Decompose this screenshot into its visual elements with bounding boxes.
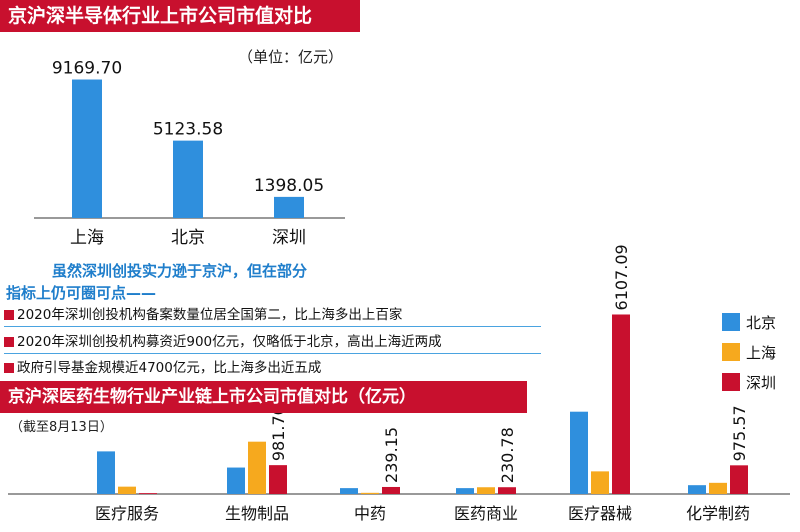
pharma-chart-title: 京沪深医药生物行业产业链上市公司市值对比（亿元） [0,381,527,413]
bar-深圳-化学制药 [730,465,748,494]
bar-深圳-生物制品 [269,465,287,494]
divider-line [4,353,541,354]
value-label: 239.15 [382,427,401,483]
category-label: 化学制药 [686,504,750,523]
legend-swatch-shenzhen [722,373,740,391]
value-label: 975.57 [730,405,749,461]
bullet-text-3: 政府引导基金规模近4700亿元，比上海多出近五成 [17,360,322,376]
legend-label-shanghai: 上海 [746,344,777,362]
subheading-line-1: 虽然深圳创投实力逊于京沪，但在部分 [52,262,308,280]
value-label: 230.78 [498,427,517,483]
bullet-text-2: 2020年深圳创投机构募资近900亿元，仅略低于北京，高出上海近两成 [17,334,442,350]
value-label: 6107.09 [612,244,631,310]
bullet-item-1: 2020年深圳创投机构备案数量位居全国第二，比上海多出上百家 [4,303,402,323]
bar-深圳-医药商业 [498,487,516,494]
bullet-marker [4,337,14,347]
semiconductor-unit-label: （单位：亿元） [238,48,344,66]
bullet-text-1: 2020年深圳创投机构备案数量位居全国第二，比上海多出上百家 [17,307,403,323]
bar-北京-医疗服务 [97,451,115,494]
bar-上海-化学制药 [709,482,727,494]
value-label: 9169.70 [52,59,122,79]
legend-label-shenzhen: 深圳 [746,374,777,392]
legend-item-shanghai: 上海 [722,340,776,370]
category-label: 医药商业 [454,504,518,523]
bar-深圳-中药 [382,486,400,494]
semiconductor-chart-title: 京沪深半导体行业上市公司市值对比 [0,0,360,32]
legend-swatch-beijing [722,313,740,331]
value-label: 5123.58 [153,120,223,140]
pharma-date-note: （截至8月13日） [10,420,113,435]
legend-item-beijing: 北京 [722,310,776,340]
category-label: 生物制品 [225,504,289,523]
bar-上海-中药 [361,492,379,494]
legend-item-shenzhen: 深圳 [722,370,776,400]
bar-北京-医疗器械 [570,411,588,494]
category-label: 上海 [70,228,104,248]
bar-上海 [72,79,102,218]
category-label: 深圳 [272,228,306,248]
subheading-line-2: 指标上仍可圈可点—— [6,284,157,302]
category-label: 医疗器械 [568,504,632,523]
bullet-marker [4,310,14,320]
bar-上海-生物制品 [248,441,266,494]
bullet-item-3: 政府引导基金规模近4700亿元，比上海多出近五成 [4,356,321,376]
legend-label-beijing: 北京 [746,314,777,332]
bullet-marker [4,363,14,373]
bar-北京-生物制品 [227,467,245,494]
bar-上海-医疗服务 [118,486,136,494]
bullet-item-2: 2020年深圳创投机构募资近900亿元，仅略低于北京，高出上海近两成 [4,330,442,350]
bar-上海-医疗器械 [591,471,609,494]
bar-北京-中药 [340,488,358,494]
bar-北京 [173,140,203,218]
bar-深圳 [274,196,304,218]
bar-北京-医药商业 [456,488,474,494]
bar-深圳-医疗服务 [139,493,157,494]
legend-swatch-shanghai [722,343,740,361]
divider-line [4,326,541,327]
category-label: 医疗服务 [95,504,159,523]
category-label: 中药 [354,504,386,523]
value-label: 981.70 [269,405,288,461]
bar-上海-医药商业 [477,487,495,494]
bar-深圳-医疗器械 [612,314,630,494]
value-label: 1398.05 [254,176,324,196]
category-label: 北京 [171,228,205,248]
bar-北京-化学制药 [688,485,706,494]
legend: 北京 上海 深圳 [722,310,776,400]
